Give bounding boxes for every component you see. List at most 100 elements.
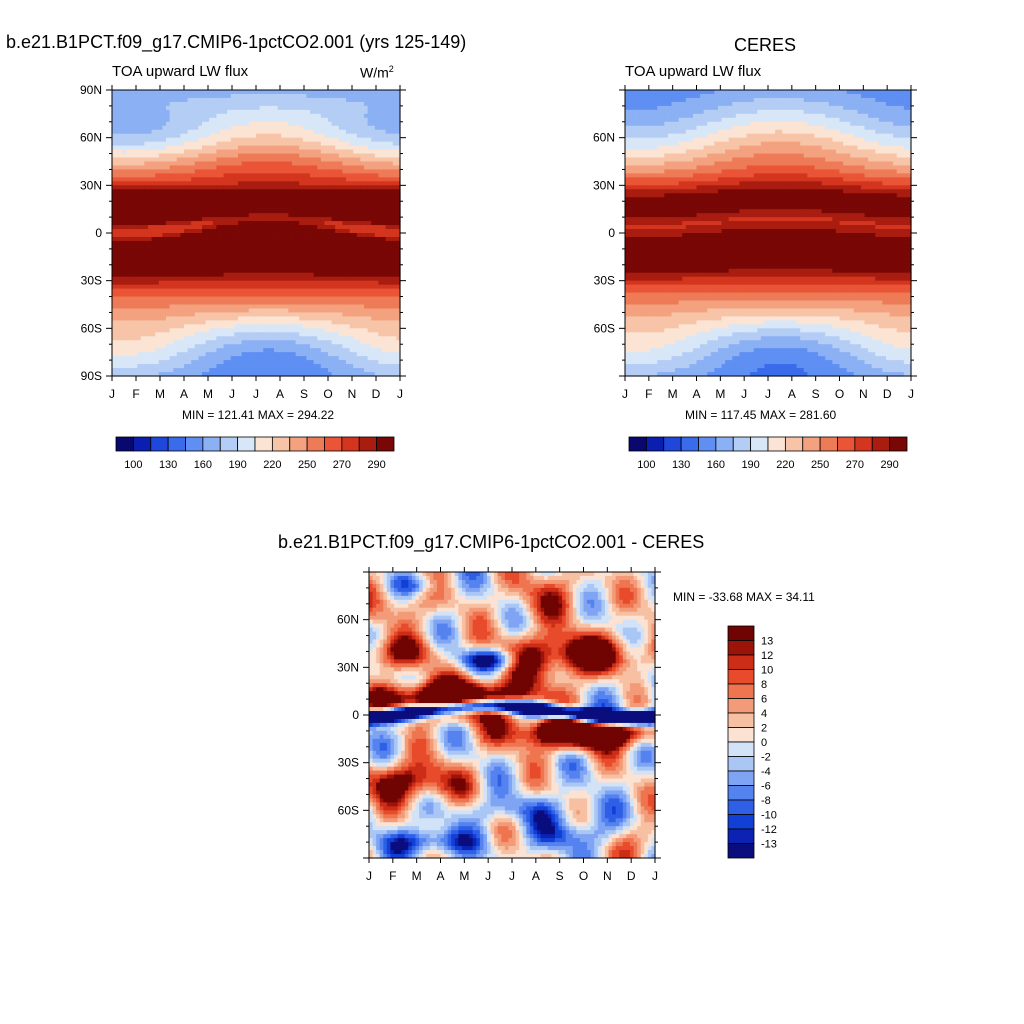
obs-colorbar-swatch bbox=[715, 436, 734, 452]
obs-xtick-label: O bbox=[835, 387, 844, 401]
model-panel-subtitle: TOA upward LW flux bbox=[112, 63, 249, 80]
obs-colorbar: 100 130 160 190 220 250 270 290 bbox=[613, 432, 933, 472]
diff-colorbar-swatch bbox=[727, 756, 755, 772]
model-colorbar-svg: 100 130 160 190 220 250 270 290 bbox=[115, 436, 395, 471]
obs-colorbar-swatch bbox=[819, 436, 838, 452]
diff-colorbar-swatch bbox=[727, 683, 755, 699]
model-colorbar-label: 160 bbox=[194, 459, 212, 471]
diff-colorbar-swatch bbox=[727, 727, 755, 743]
obs-colorbar-label: 290 bbox=[880, 459, 898, 471]
diff-xtick-label: M bbox=[412, 869, 422, 883]
diff-colorbar-label: 4 bbox=[761, 708, 767, 720]
obs-ytick-label: 30S bbox=[594, 274, 615, 288]
model-xtick-label: M bbox=[155, 387, 165, 401]
diff-colorbar-label: -4 bbox=[761, 766, 771, 778]
obs-colorbar-label: 270 bbox=[846, 459, 864, 471]
model-ytick-label: 30N bbox=[80, 178, 102, 192]
diff-xtick-label: J bbox=[366, 869, 372, 883]
diff-panel-title: b.e21.B1PCT.f09_g17.CMIP6-1pctCO2.001 - … bbox=[278, 532, 705, 552]
model-xtick-label: A bbox=[276, 387, 284, 401]
model-colorbar-swatch bbox=[306, 436, 325, 452]
model-ytick-label: 90N bbox=[80, 83, 102, 97]
diff-colorbar-label: -8 bbox=[761, 795, 771, 807]
model-xtick-label: A bbox=[180, 387, 188, 401]
model-xtick-label: F bbox=[132, 387, 139, 401]
obs-ytick-label: 60S bbox=[594, 321, 615, 335]
model-colorbar-label: 190 bbox=[228, 459, 246, 471]
model-colorbar-swatch bbox=[167, 436, 186, 452]
diff-colorbar-swatch bbox=[727, 654, 755, 670]
diff-colorbar-label: 13 bbox=[761, 636, 773, 648]
diff-colorbar-swatch bbox=[727, 828, 755, 844]
diff-ytick-label: 30N bbox=[337, 660, 359, 674]
diff-colorbar-label: 10 bbox=[761, 665, 773, 677]
diff-ytick-label: 0 bbox=[352, 708, 359, 722]
diff-xtick-label: A bbox=[436, 869, 444, 883]
obs-xtick-label: D bbox=[883, 387, 892, 401]
diff-colorbar-swatch bbox=[727, 712, 755, 728]
diff-colorbar-svg: 13 12 10 8 6 4 2 0 -2 -4 -6 -8 -10 -12 -13 bbox=[727, 625, 777, 859]
diff-xtick-label: A bbox=[532, 869, 540, 883]
diff-colorbar-swatch bbox=[727, 698, 755, 714]
obs-colorbar-swatch bbox=[750, 436, 769, 452]
diff-colorbar-swatch bbox=[727, 669, 755, 685]
obs-colorbar-label: 250 bbox=[811, 459, 829, 471]
diff-xtick-label: N bbox=[603, 869, 612, 883]
obs-colorbar-label: 220 bbox=[776, 459, 794, 471]
model-colorbar-label: 100 bbox=[124, 459, 142, 471]
obs-colorbar-swatch bbox=[871, 436, 891, 452]
model-colorbar-swatch bbox=[341, 436, 360, 452]
diff-xtick-label: F bbox=[389, 869, 396, 883]
model-colorbar-swatch bbox=[324, 436, 343, 452]
model-xtick-label: J bbox=[253, 387, 259, 401]
diff-xtick-label: D bbox=[627, 869, 636, 883]
model-colorbar: 100 130 160 190 220 250 270 290 bbox=[100, 432, 420, 472]
model-ytick-label: 60N bbox=[80, 131, 102, 145]
obs-ytick-label: 30N bbox=[593, 178, 615, 192]
diff-colorbar-swatch bbox=[727, 640, 755, 656]
diff-colorbar-label: 0 bbox=[761, 737, 767, 749]
diff-colorbar-swatch bbox=[727, 843, 755, 859]
obs-colorbar-swatch bbox=[680, 436, 699, 452]
obs-colorbar-swatch bbox=[802, 436, 821, 452]
diff-minmax-label: MIN = -33.68 MAX = 34.11 bbox=[673, 590, 815, 604]
obs-colorbar-label: 100 bbox=[637, 459, 655, 471]
obs-colorbar-label: 130 bbox=[672, 459, 690, 471]
obs-xtick-label: M bbox=[715, 387, 725, 401]
obs-xtick-label: J bbox=[908, 387, 914, 401]
diff-colorbar: 13 12 10 8 6 4 2 0 -2 -4 -6 -8 -10 -12 -13 bbox=[722, 620, 802, 860]
obs-colorbar-swatch bbox=[732, 436, 752, 452]
obs-heatmap: J F M A M J J A S O N D J 60N 30N 0 30S 60S bbox=[573, 80, 933, 420]
diff-colorbar-swatch bbox=[727, 625, 755, 641]
model-xtick-label: M bbox=[203, 387, 213, 401]
diff-colorbar-swatch bbox=[727, 770, 755, 786]
diff-colorbar-label: 6 bbox=[761, 694, 767, 706]
model-panel-title: b.e21.B1PCT.f09_g17.CMIP6-1pctCO2.001 (y… bbox=[6, 32, 467, 52]
model-colorbar-swatch bbox=[150, 436, 169, 452]
model-xtick-label: J bbox=[109, 387, 115, 401]
model-xtick-label: D bbox=[372, 387, 381, 401]
obs-xtick-label: N bbox=[859, 387, 868, 401]
obs-panel-subtitle: TOA upward LW flux bbox=[625, 63, 762, 80]
model-heatmap-svg: J F M A M J J A S O N D J 90N 60N 30N 0 30S 60S 90S bbox=[80, 83, 406, 401]
model-units-label: W/m2 bbox=[360, 64, 394, 81]
diff-ytick-label: 60N bbox=[337, 613, 359, 627]
diff-cells bbox=[369, 572, 656, 859]
model-colorbar-swatch bbox=[202, 436, 221, 452]
diff-colorbar-label: -10 bbox=[761, 810, 777, 822]
obs-xtick-label: A bbox=[692, 387, 700, 401]
model-colorbar-swatch bbox=[271, 436, 291, 452]
obs-xtick-label: J bbox=[622, 387, 628, 401]
model-colorbar-swatch bbox=[219, 436, 239, 452]
units-base: W/m bbox=[360, 64, 389, 81]
model-colorbar-swatch bbox=[358, 436, 378, 452]
obs-xtick-label: J bbox=[741, 387, 747, 401]
obs-xtick-label: S bbox=[812, 387, 820, 401]
obs-xtick-label: J bbox=[765, 387, 771, 401]
model-colorbar-swatch bbox=[254, 436, 273, 452]
diff-colorbar-swatch bbox=[727, 799, 755, 815]
model-colorbar-swatch bbox=[376, 436, 395, 452]
obs-colorbar-swatch bbox=[628, 436, 647, 452]
diff-xtick-label: J bbox=[509, 869, 515, 883]
